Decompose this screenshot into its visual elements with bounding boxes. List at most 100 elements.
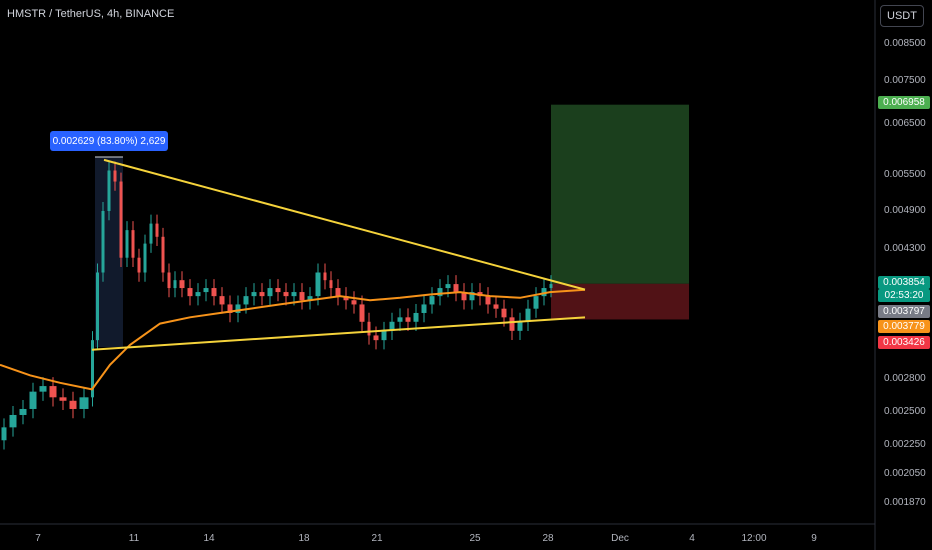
candle	[469, 292, 475, 301]
candle	[291, 292, 297, 297]
candle	[195, 292, 201, 297]
candle	[373, 335, 379, 341]
candle	[227, 304, 233, 313]
y-tick: 0.004900	[884, 205, 926, 216]
y-tick: 0.008500	[884, 38, 926, 49]
target-price-tag: 0.006958	[878, 96, 930, 109]
x-tick: 11	[128, 533, 140, 544]
candle	[91, 340, 94, 398]
candle	[381, 330, 387, 341]
candle	[485, 296, 491, 305]
candle	[119, 181, 123, 258]
x-tick: 12:00	[741, 533, 767, 544]
y-tick: 0.004300	[884, 243, 926, 254]
close-price-tag: 0.003797	[878, 305, 930, 318]
candle	[1, 427, 7, 441]
x-tick: 7	[35, 533, 41, 544]
candle	[59, 397, 67, 401]
chart-title: HMSTR / TetherUS, 4h, BINANCE	[7, 8, 175, 20]
candle	[173, 280, 177, 289]
candle	[429, 296, 435, 305]
loss-zone	[551, 283, 689, 320]
candle	[283, 292, 289, 297]
candle	[509, 317, 515, 331]
candle	[453, 284, 459, 293]
candle	[299, 292, 305, 301]
candle	[131, 230, 135, 258]
candle	[351, 300, 357, 305]
x-tick: 25	[469, 533, 481, 544]
candle	[275, 288, 281, 293]
candle	[211, 288, 217, 297]
position-zones	[95, 104, 689, 347]
currency-selector[interactable]: USDT	[880, 5, 924, 27]
candle	[161, 236, 165, 273]
candle	[445, 284, 451, 289]
y-tick: 0.002500	[884, 406, 926, 417]
candle	[96, 272, 99, 341]
candle	[397, 317, 403, 322]
y-tick: 0.002250	[884, 439, 926, 450]
candle	[179, 280, 185, 289]
candle	[219, 296, 225, 305]
grid	[0, 0, 876, 550]
x-tick: 9	[811, 533, 817, 544]
y-tick: 0.007500	[884, 75, 926, 86]
candle	[49, 386, 57, 398]
y-tick: 0.001870	[884, 497, 926, 508]
y-tick: 0.002050	[884, 468, 926, 479]
candle	[79, 397, 89, 409]
x-tick: Dec	[611, 533, 629, 544]
candle	[315, 272, 321, 297]
candle	[167, 272, 171, 289]
candle	[461, 292, 467, 301]
candle	[359, 304, 365, 322]
candle	[113, 170, 117, 182]
candle	[243, 296, 249, 305]
y-tick: 0.006500	[884, 118, 926, 129]
candle	[405, 317, 411, 322]
candle	[9, 414, 17, 428]
ma-price-tag: 0.003779	[878, 320, 930, 333]
candle	[267, 288, 273, 297]
candle	[203, 288, 209, 293]
candle	[389, 321, 395, 331]
candle	[187, 288, 193, 297]
candle	[335, 288, 341, 297]
candle	[101, 210, 105, 273]
moving-average-line	[0, 288, 586, 391]
candle	[437, 288, 443, 297]
candle	[107, 170, 111, 211]
candle	[39, 386, 47, 392]
candle	[517, 321, 523, 331]
candle	[259, 292, 265, 297]
trendline-upper	[103, 158, 586, 291]
candle	[493, 304, 499, 309]
stop-price-tag: 0.003426	[878, 336, 930, 349]
candle	[549, 284, 553, 289]
candle	[421, 304, 427, 313]
candle	[149, 223, 153, 244]
candle	[19, 408, 27, 415]
x-tick: 21	[371, 533, 383, 544]
trendlines	[91, 158, 586, 351]
candle	[329, 280, 333, 289]
measure-label: 0.002629 (83.80%) 2,629	[50, 131, 168, 151]
x-tick: 18	[298, 533, 310, 544]
current-price-tag: 0.003854	[878, 276, 930, 289]
x-tick: 4	[689, 533, 695, 544]
candle	[323, 272, 327, 281]
candle	[307, 296, 313, 301]
candle	[533, 296, 539, 309]
candle	[137, 257, 141, 273]
ma-line	[0, 288, 586, 391]
candle	[541, 288, 547, 297]
candle	[29, 391, 37, 409]
candle	[501, 308, 507, 318]
candle	[69, 400, 77, 409]
candles	[1, 161, 553, 450]
x-tick: 14	[203, 533, 215, 544]
trendline-lower	[91, 316, 586, 351]
candle	[235, 304, 241, 313]
